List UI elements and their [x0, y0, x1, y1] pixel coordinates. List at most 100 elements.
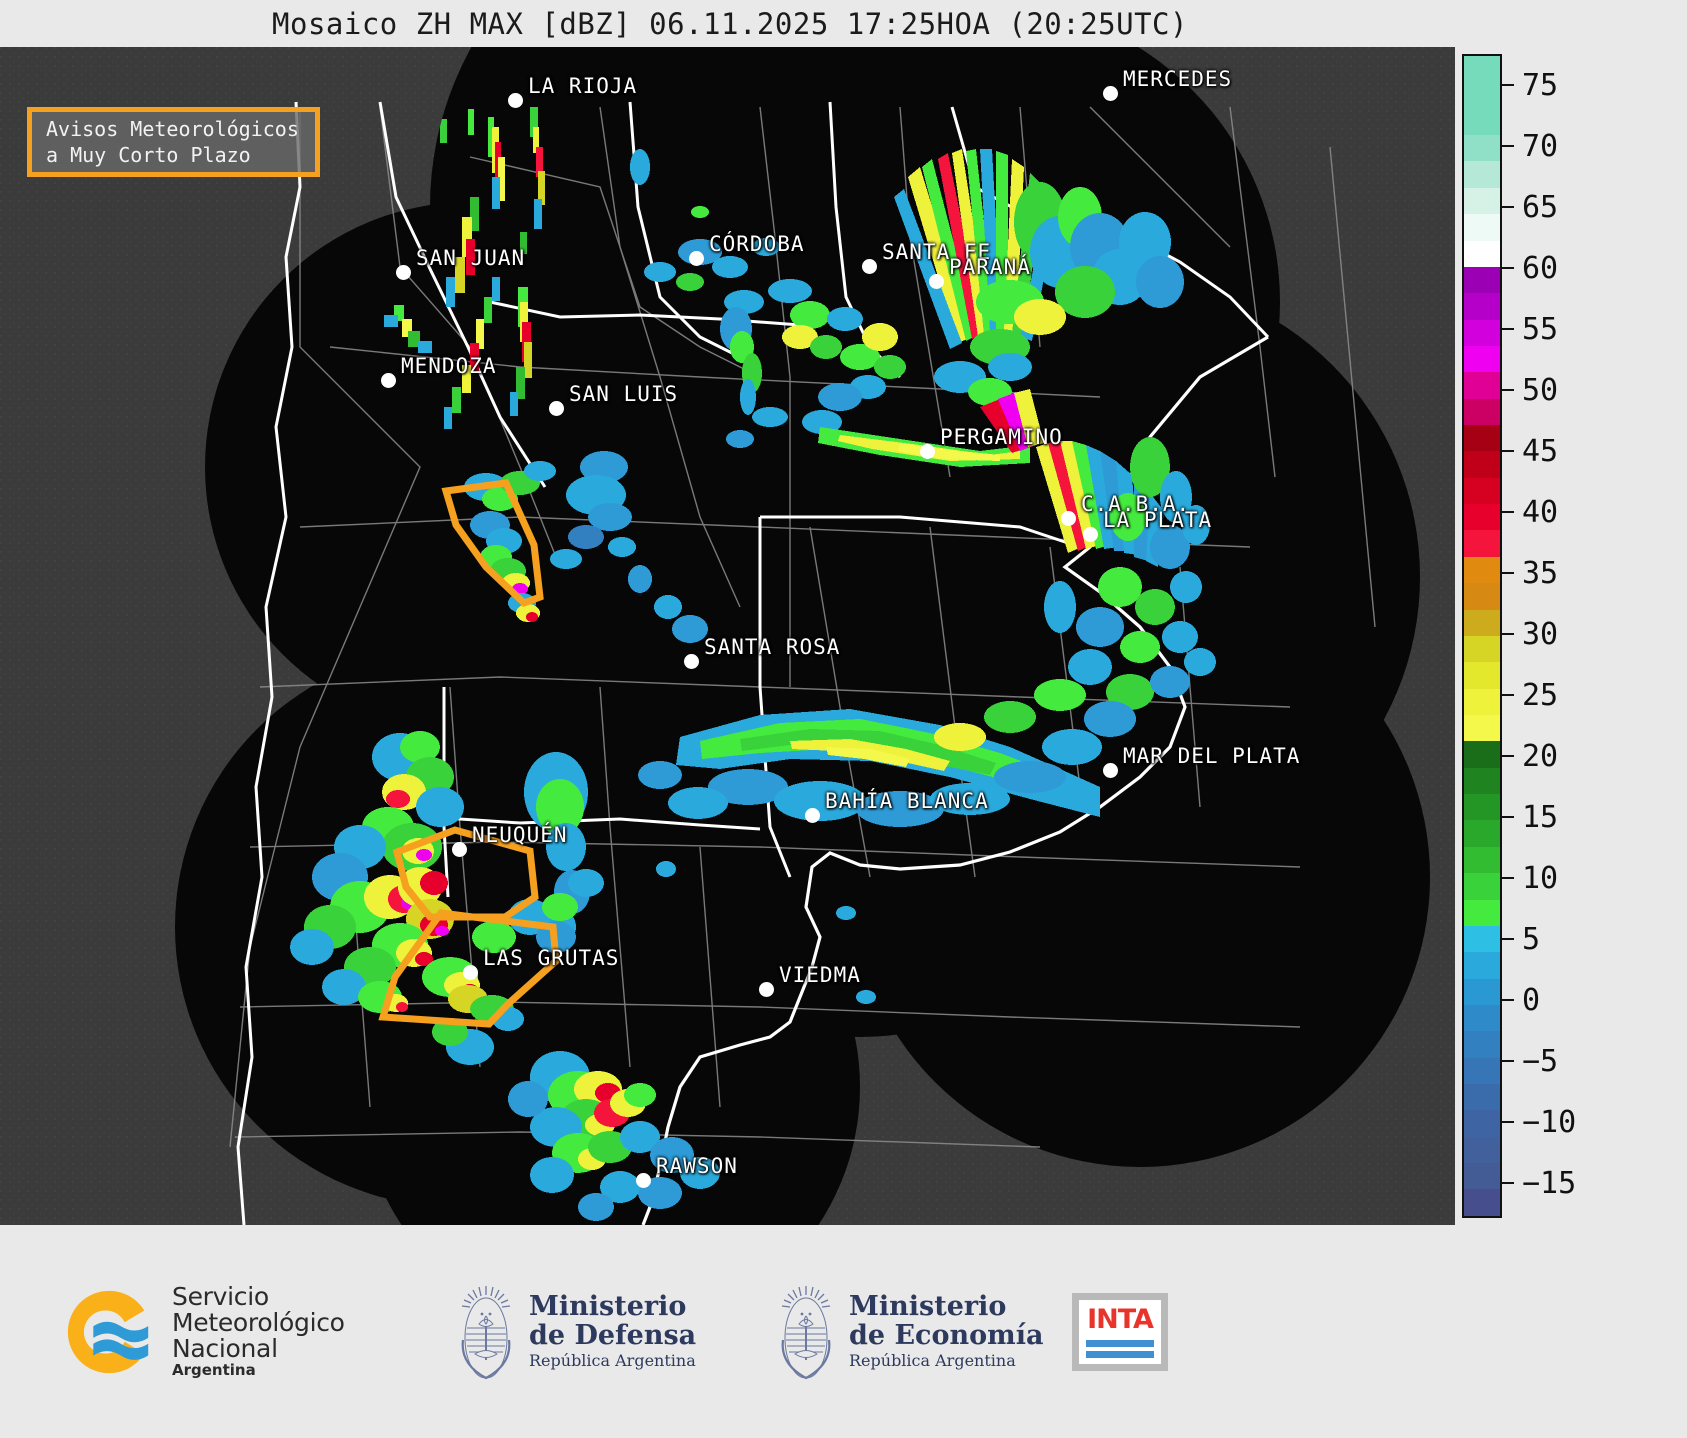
city-dot-icon [636, 1173, 651, 1188]
colorbar-tick-mark [1500, 449, 1514, 452]
colorbar-tick-mark [1500, 510, 1514, 513]
colorbar-ticks: 75 70 65 60 55 50 45 40 35 30 25 20 15 10 5 0 −5 −10 −15 [1500, 54, 1680, 1214]
smn-line-4: Argentina [172, 1361, 256, 1380]
colorbar-segment [1464, 741, 1500, 768]
colorbar-segment [1464, 214, 1500, 241]
argentina-coat-of-arms-icon [455, 1284, 517, 1380]
city-label: SAN LUIS [569, 382, 679, 406]
warning-polygons [378, 479, 560, 1028]
defensa-line-1: Ministerio [529, 1290, 687, 1322]
city-label: BAHÍA BLANCA [825, 789, 989, 813]
colorbar-tick-mark [1500, 877, 1514, 880]
city-dot-icon [920, 444, 935, 459]
colorbar-segment [1464, 635, 1500, 663]
colorbar-segment [1464, 56, 1500, 83]
inta-logo-icon: INTA [1072, 1292, 1168, 1371]
colorbar-segment [1464, 1057, 1500, 1085]
city-dot-icon [1061, 511, 1076, 526]
inta-bar-bottom [1086, 1350, 1154, 1358]
colorbar-tick-mark [1500, 83, 1514, 86]
city-dot-icon [1103, 86, 1118, 101]
city-label: MENDOZA [401, 354, 497, 378]
ministerio-economia-text: Ministerio de Economía República Argenti… [849, 1290, 1043, 1371]
colorbar-segment [1464, 1163, 1500, 1190]
colorbar-segment [1464, 583, 1500, 610]
colorbar-segment [1464, 925, 1500, 953]
colorbar-tick-mark [1500, 633, 1514, 635]
city-label: SANTA FE [882, 240, 992, 264]
colorbar-tick-mark [1500, 694, 1514, 697]
colorbar-segment [1464, 187, 1500, 215]
colorbar-segment [1464, 266, 1500, 294]
colorbar-tick-mark [1500, 571, 1514, 574]
logo-ministerio-de-economia: Ministerio de Economía República Argenti… [775, 1225, 1043, 1438]
city-label: MERCEDES [1123, 67, 1233, 91]
colorbar-segment [1464, 240, 1500, 267]
radar-coverage-disks [175, 47, 1430, 1225]
avisos-line-2: a Muy Corto Plazo [46, 143, 251, 167]
city-label: NEUQUÉN [472, 823, 568, 847]
city-dot-icon [508, 93, 523, 108]
city-label: LA RIOJA [528, 74, 638, 98]
coastline [641, 335, 1269, 1225]
avisos-line-1: Avisos Meteorológicos [46, 117, 299, 141]
city-label: SANTA ROSA [704, 635, 841, 659]
colorbar-segment [1464, 873, 1500, 900]
colorbar-segment [1464, 135, 1500, 162]
economia-line-3: República Argentina [849, 1351, 1016, 1371]
colorbar-segment [1464, 1084, 1500, 1111]
defensa-line-3: República Argentina [529, 1351, 696, 1371]
city-dot-icon [1103, 763, 1118, 778]
colorbar-segment [1464, 504, 1500, 531]
city-label: LAS GRUTAS [483, 946, 620, 970]
colorbar-segment [1464, 820, 1500, 847]
colorbar-segment [1464, 609, 1500, 636]
colorbar-segment [1464, 1004, 1500, 1032]
colorbar-tick-mark [1500, 205, 1514, 208]
colorbar-tick-mark [1500, 1182, 1514, 1185]
city-label: RAWSON [656, 1154, 738, 1178]
city-label: MAR DEL PLATA [1123, 744, 1301, 768]
colorbar-segment [1464, 899, 1500, 926]
colorbar-segment [1464, 530, 1500, 557]
city-dot-icon [452, 842, 467, 857]
city-dot-icon [805, 808, 820, 823]
smn-logo-icon [60, 1283, 158, 1381]
colorbar-segment [1464, 952, 1500, 979]
city-dot-icon [759, 982, 774, 997]
radar-map[interactable]: Avisos Meteorológicos a Muy Corto Plazo … [0, 47, 1455, 1225]
colorbar-segment [1464, 293, 1500, 320]
colorbar-segment [1464, 688, 1500, 715]
colorbar-segment [1464, 1189, 1500, 1216]
city-dot-icon [862, 259, 877, 274]
smn-line-1: Servicio [172, 1282, 269, 1312]
colorbar-tick-mark [1500, 816, 1514, 819]
smn-logo-text: Servicio Meteorológico Nacional Argentin… [172, 1284, 345, 1379]
colorbar-tick-mark [1500, 999, 1514, 1002]
city-dot-icon [463, 965, 478, 980]
colorbar-segment [1464, 477, 1500, 505]
colorbar-segment [1464, 345, 1500, 373]
colorbar-tick-mark [1500, 266, 1514, 269]
economia-line-1: Ministerio [849, 1290, 1007, 1322]
city-dot-icon [689, 251, 704, 266]
logo-servicio-meteorologico-nacional: Servicio Meteorológico Nacional Argentin… [60, 1225, 345, 1438]
colorbar-tick-mark [1500, 938, 1514, 941]
colorbar-segment [1464, 846, 1500, 874]
inta-bar-top [1086, 1339, 1154, 1347]
colorbar-segment [1464, 978, 1500, 1005]
colorbar-segment [1464, 451, 1500, 478]
colorbar-segment [1464, 1110, 1500, 1137]
page-title: Mosaico ZH MAX [dBZ] 06.11.2025 17:25HOA… [272, 7, 1188, 41]
colorbar-segment [1464, 425, 1500, 452]
radar-map-canvas [0, 47, 1455, 1225]
smn-line-2: Meteorológico [172, 1307, 345, 1337]
logo-inta: INTA [1072, 1225, 1168, 1438]
colorbar-tick-mark [1500, 1121, 1514, 1124]
colorbar-segment [1464, 319, 1500, 346]
colorbar-segment [1464, 662, 1500, 689]
colorbar-segment [1464, 1031, 1500, 1058]
colorbar-segment [1464, 767, 1500, 795]
avisos-legend-box: Avisos Meteorológicos a Muy Corto Plazo [27, 107, 320, 177]
colorbar-segment [1464, 714, 1500, 742]
